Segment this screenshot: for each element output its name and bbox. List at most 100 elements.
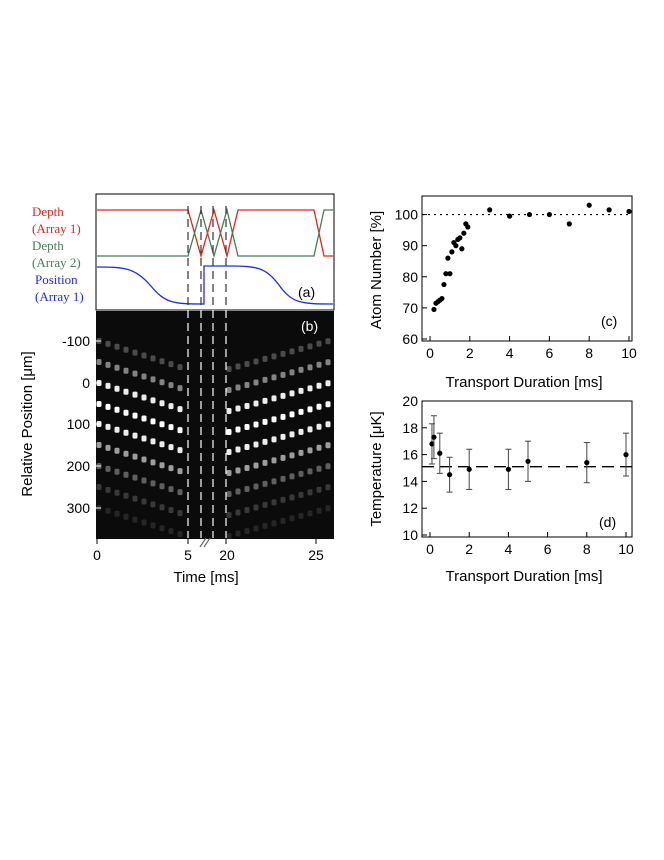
- ytick-label: 16: [402, 447, 418, 463]
- panel-a-tag: (a): [298, 284, 315, 300]
- atom-spot: [96, 401, 102, 407]
- xtick-label: 8: [583, 541, 591, 557]
- temperature-points: [428, 415, 629, 493]
- atom-spot: [325, 463, 331, 470]
- atom-spot: [141, 352, 147, 359]
- axis-break-icon: [199, 537, 211, 548]
- atom-spot: [168, 486, 174, 493]
- atom-spot: [280, 496, 286, 503]
- ytick-label: 100: [67, 416, 91, 432]
- atom-spot: [289, 369, 295, 376]
- atom-spot: [123, 367, 129, 374]
- atom-spot: [235, 363, 241, 370]
- atom-spot: [123, 429, 129, 436]
- atom-spot: [159, 462, 165, 469]
- data-point: [445, 255, 451, 261]
- atom-spot: [159, 441, 165, 448]
- atom-spot: [168, 403, 174, 410]
- atom-spot: [280, 392, 286, 399]
- atom-spot: [262, 480, 268, 487]
- data-point: [525, 458, 531, 464]
- atom-spot: [280, 413, 286, 420]
- atom-spot: [316, 382, 322, 389]
- atom-spot: [271, 395, 277, 402]
- data-point: [443, 271, 449, 277]
- xtick-label: 10: [621, 345, 637, 361]
- label-array1: (Array 1): [35, 289, 84, 304]
- atom-spot: [307, 343, 313, 350]
- atom-spot: [123, 346, 129, 353]
- atom-spot: [316, 340, 322, 347]
- atom-spot: [177, 427, 183, 434]
- atom-spot: [150, 397, 156, 404]
- atom-spot: [141, 394, 147, 401]
- ytick-label: 200: [67, 458, 91, 474]
- atom-spot: [105, 507, 111, 514]
- ytick-label: 0: [82, 375, 90, 391]
- atom-spot: [307, 406, 313, 413]
- data-point: [439, 295, 445, 302]
- atom-spot: [307, 489, 313, 496]
- atom-spot: [105, 465, 111, 472]
- position-array1-trace: [96, 265, 334, 305]
- atom-spot: [289, 494, 295, 501]
- atom-spot: [307, 426, 313, 433]
- panel-d-ticks: 0 2 4 6 8 10 10 12 14 16 18 20: [402, 393, 634, 557]
- ytick-label: 18: [402, 420, 418, 436]
- data-point: [546, 211, 553, 218]
- label-position: Position: [35, 272, 78, 287]
- panel-b: (b) -100 0 100 200 300 Relative Position…: [19, 311, 334, 586]
- data-point: [431, 306, 437, 313]
- atom-spot: [244, 443, 250, 450]
- data-point: [461, 230, 467, 236]
- atom-spot: [235, 384, 241, 391]
- atom-spot: [262, 418, 268, 425]
- ytick-label: -100: [62, 333, 90, 349]
- atom-spot: [244, 485, 250, 492]
- atom-spot: [235, 488, 241, 495]
- ytick-label: 14: [402, 473, 418, 489]
- data-point: [623, 452, 629, 458]
- atom-spot: [253, 379, 259, 386]
- data-point: [429, 441, 435, 447]
- atom-spot: [96, 484, 102, 490]
- atom-spot: [150, 355, 156, 362]
- atom-spot: [141, 519, 147, 526]
- atom-spot: [132, 453, 138, 460]
- atom-spot: [159, 483, 165, 490]
- panel-b-tag: (b): [301, 318, 318, 334]
- atom-spot: [316, 444, 322, 451]
- atom-spot: [141, 477, 147, 484]
- atom-spot: [150, 480, 156, 487]
- xtick-label: 10: [618, 541, 634, 557]
- atom-spot: [96, 359, 102, 365]
- atom-spot: [141, 498, 147, 505]
- atom-spot: [150, 376, 156, 383]
- panel-c-tag: (c): [601, 313, 617, 329]
- atom-spot: [298, 387, 304, 394]
- atom-spot: [123, 388, 129, 395]
- atom-spot: [132, 495, 138, 502]
- atom-spot: [262, 522, 268, 529]
- panel-c: 0 2 4 6 8 10 60 70 80 90 100 (c) Transport Duratio…: [368, 195, 637, 391]
- atom-spot: [123, 450, 129, 457]
- data-point: [566, 221, 572, 227]
- atom-spot: [132, 412, 138, 419]
- atom-spot: [114, 489, 120, 496]
- atom-spot: [123, 492, 129, 499]
- atom-spot: [168, 507, 174, 514]
- atom-spot: [271, 353, 277, 360]
- atom-spot: [177, 531, 183, 538]
- atom-spot: [168, 382, 174, 389]
- atom-spot: [159, 379, 165, 386]
- atom-spot: [132, 474, 138, 481]
- xtick-label: 25: [308, 547, 324, 563]
- label-depth: Depth: [32, 204, 64, 219]
- atom-spot: [159, 421, 165, 428]
- atom-spot: [105, 382, 111, 389]
- atom-spot: [307, 385, 313, 392]
- atom-spot: [105, 361, 111, 368]
- atom-spot: [316, 507, 322, 514]
- atom-spot: [298, 449, 304, 456]
- atom-spot: [253, 400, 259, 407]
